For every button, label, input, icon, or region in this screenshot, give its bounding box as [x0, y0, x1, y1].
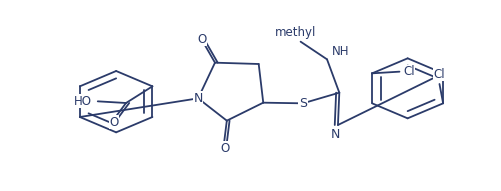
Text: methyl: methyl: [276, 26, 317, 39]
Text: NH: NH: [332, 45, 349, 58]
Text: Cl: Cl: [403, 65, 415, 78]
Text: Cl: Cl: [434, 68, 445, 81]
Text: HO: HO: [74, 95, 92, 108]
Text: S: S: [299, 97, 307, 110]
Text: N: N: [193, 92, 203, 105]
Text: O: O: [220, 142, 229, 155]
Text: O: O: [109, 116, 118, 129]
Text: O: O: [197, 33, 206, 46]
Text: N: N: [331, 128, 340, 141]
